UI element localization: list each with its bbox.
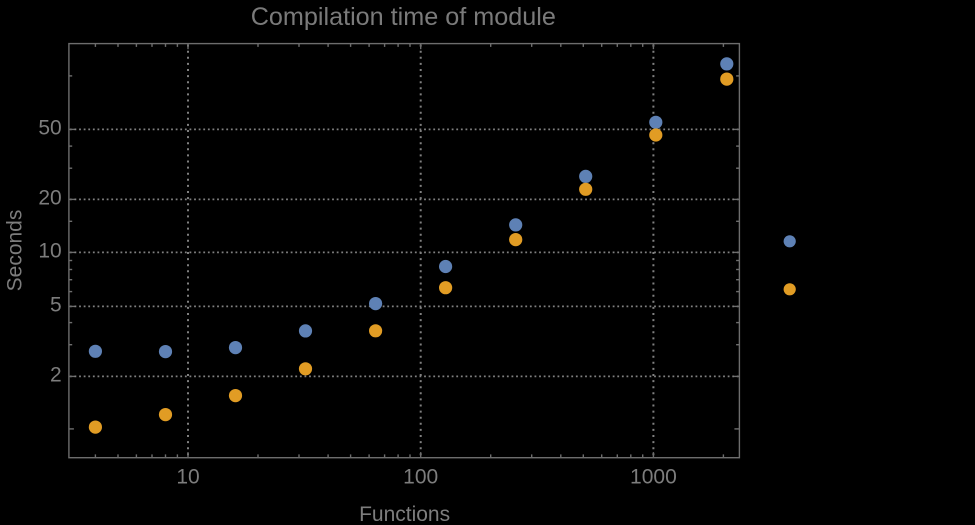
svg-text:5: 5 bbox=[50, 294, 62, 317]
svg-text:2: 2 bbox=[50, 364, 62, 387]
svg-text:10: 10 bbox=[38, 240, 61, 263]
svg-text:50: 50 bbox=[38, 117, 61, 140]
svg-text:Seconds: Seconds bbox=[4, 210, 27, 292]
svg-text:100: 100 bbox=[403, 465, 438, 488]
svg-text:10: 10 bbox=[176, 465, 199, 488]
svg-text:Functions: Functions bbox=[359, 503, 450, 525]
svg-text:20: 20 bbox=[38, 187, 61, 210]
svg-text:1000: 1000 bbox=[630, 465, 677, 488]
svg-text:Compilation time of module: Compilation time of module bbox=[251, 3, 556, 31]
